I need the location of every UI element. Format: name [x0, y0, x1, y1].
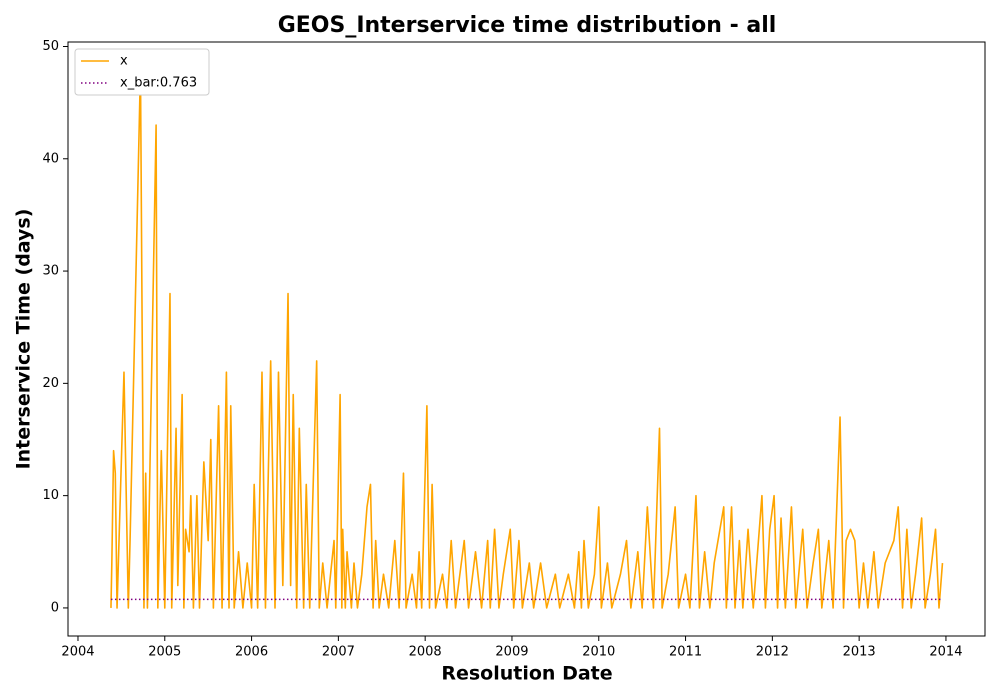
- x-axis-label: Resolution Date: [441, 663, 612, 685]
- x-tick-label: 2012: [756, 645, 789, 660]
- legend: x x_bar:0.763: [74, 48, 210, 96]
- y-axis-label: Interservice Time (days): [13, 209, 35, 470]
- y-tick-label: 40: [42, 151, 59, 166]
- series-line: [110, 68, 944, 609]
- y-tick-label: 20: [42, 376, 59, 391]
- legend-label: x_bar:0.763: [120, 76, 197, 91]
- legend-label: x: [120, 54, 128, 69]
- x-tick-label: 2007: [322, 645, 355, 660]
- x-tick-label: 2010: [582, 645, 615, 660]
- x-tick-label: 2009: [495, 645, 528, 660]
- x-tick-label: 2013: [843, 645, 876, 660]
- x-tick-label: 2004: [61, 645, 94, 660]
- x-tick-label: 2006: [235, 645, 268, 660]
- plot-frame: [67, 41, 986, 637]
- chart-title: GEOS_Interservice time distribution - al…: [278, 13, 777, 38]
- x-tick-label: 2008: [409, 645, 442, 660]
- y-tick-label: 30: [42, 264, 59, 279]
- y-tick-label: 0: [51, 600, 59, 615]
- x-tick-label: 2011: [669, 645, 702, 660]
- y-tick-label: 10: [42, 488, 59, 503]
- y-tick-label: 50: [42, 39, 59, 54]
- x-tick-label: 2014: [929, 645, 962, 660]
- x-tick-label: 2005: [148, 645, 181, 660]
